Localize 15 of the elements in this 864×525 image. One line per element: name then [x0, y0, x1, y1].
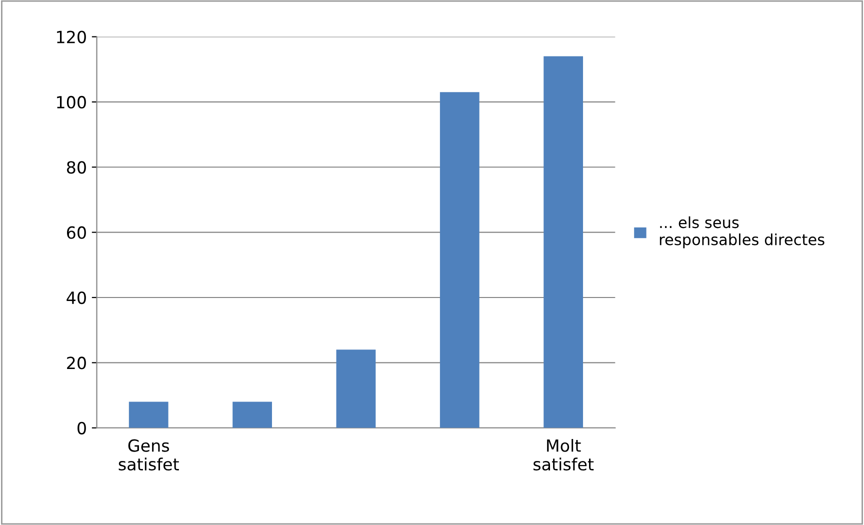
- bar: [440, 92, 480, 428]
- y-tick-label: 80: [66, 161, 86, 174]
- y-tick-label: 0: [78, 422, 86, 434]
- y-tick-label: 100: [57, 96, 86, 109]
- legend-label: ... els seus responsables directes: [660, 216, 824, 248]
- y-tick-label: 60: [67, 226, 86, 239]
- bar: [336, 350, 376, 428]
- bar: [544, 56, 584, 428]
- bar: [232, 402, 272, 428]
- x-tick-label: Molt satisfet: [534, 438, 594, 471]
- bar: [128, 402, 168, 428]
- y-tick-label: 20: [67, 356, 86, 370]
- x-tick-label: Gens satisfet: [118, 439, 179, 471]
- y-tick-label: 120: [57, 30, 86, 44]
- y-tick-label: 40: [66, 291, 86, 304]
